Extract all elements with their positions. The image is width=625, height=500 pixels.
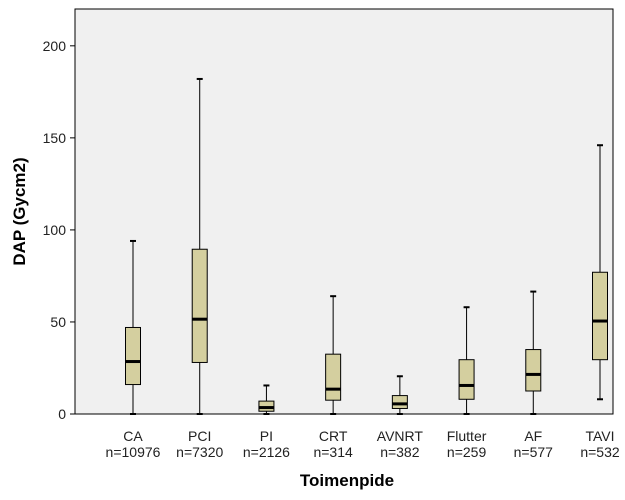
box-crt xyxy=(325,295,342,415)
x-axis-title: Toimenpide xyxy=(300,471,394,490)
box-iqr xyxy=(391,395,408,409)
box-tavi xyxy=(592,144,608,401)
y-axis: 0 50 100 150 200 xyxy=(43,38,75,422)
box-iqr xyxy=(458,359,475,400)
category-label: CA xyxy=(123,428,143,444)
category-label: TAVI xyxy=(585,428,614,444)
box-flutter xyxy=(458,306,475,415)
category-label: AVNRT xyxy=(377,428,424,444)
box-ca xyxy=(125,239,141,415)
y-tick-label: 100 xyxy=(43,222,67,238)
y-tick-label: 50 xyxy=(50,314,66,330)
y-axis-title: DAP (Gycm2) xyxy=(10,157,29,265)
category-n-label: n=532 xyxy=(580,444,620,460)
category-n-label: n=259 xyxy=(447,444,487,460)
y-tick-label: 0 xyxy=(58,406,66,422)
category-n-label: n=382 xyxy=(380,444,420,460)
y-tick-label: 200 xyxy=(43,38,67,54)
category-n-label: n=2126 xyxy=(243,444,290,460)
plot-area xyxy=(74,8,614,415)
category-label: PI xyxy=(260,428,273,444)
box-iqr xyxy=(525,349,542,392)
category-label: AF xyxy=(524,428,542,444)
category-n-label: n=10976 xyxy=(106,444,161,460)
box-iqr xyxy=(125,326,141,386)
box-avnrt xyxy=(391,375,408,415)
box-iqr xyxy=(325,353,342,401)
box-pi xyxy=(258,384,275,415)
box-af xyxy=(525,290,542,415)
category-label: Flutter xyxy=(447,428,487,444)
box-iqr xyxy=(592,271,608,361)
category-label: CRT xyxy=(319,428,348,444)
box-iqr xyxy=(191,248,208,363)
category-label: PCI xyxy=(188,428,211,444)
category-n-label: n=7320 xyxy=(176,444,223,460)
x-axis-labels: CAn=10976PCIn=7320PIn=2126CRTn=314AVNRTn… xyxy=(106,428,620,460)
category-n-label: n=577 xyxy=(514,444,554,460)
category-n-label: n=314 xyxy=(313,444,353,460)
y-tick-label: 150 xyxy=(43,130,67,146)
box-pci xyxy=(191,77,208,415)
box-series xyxy=(125,77,608,415)
